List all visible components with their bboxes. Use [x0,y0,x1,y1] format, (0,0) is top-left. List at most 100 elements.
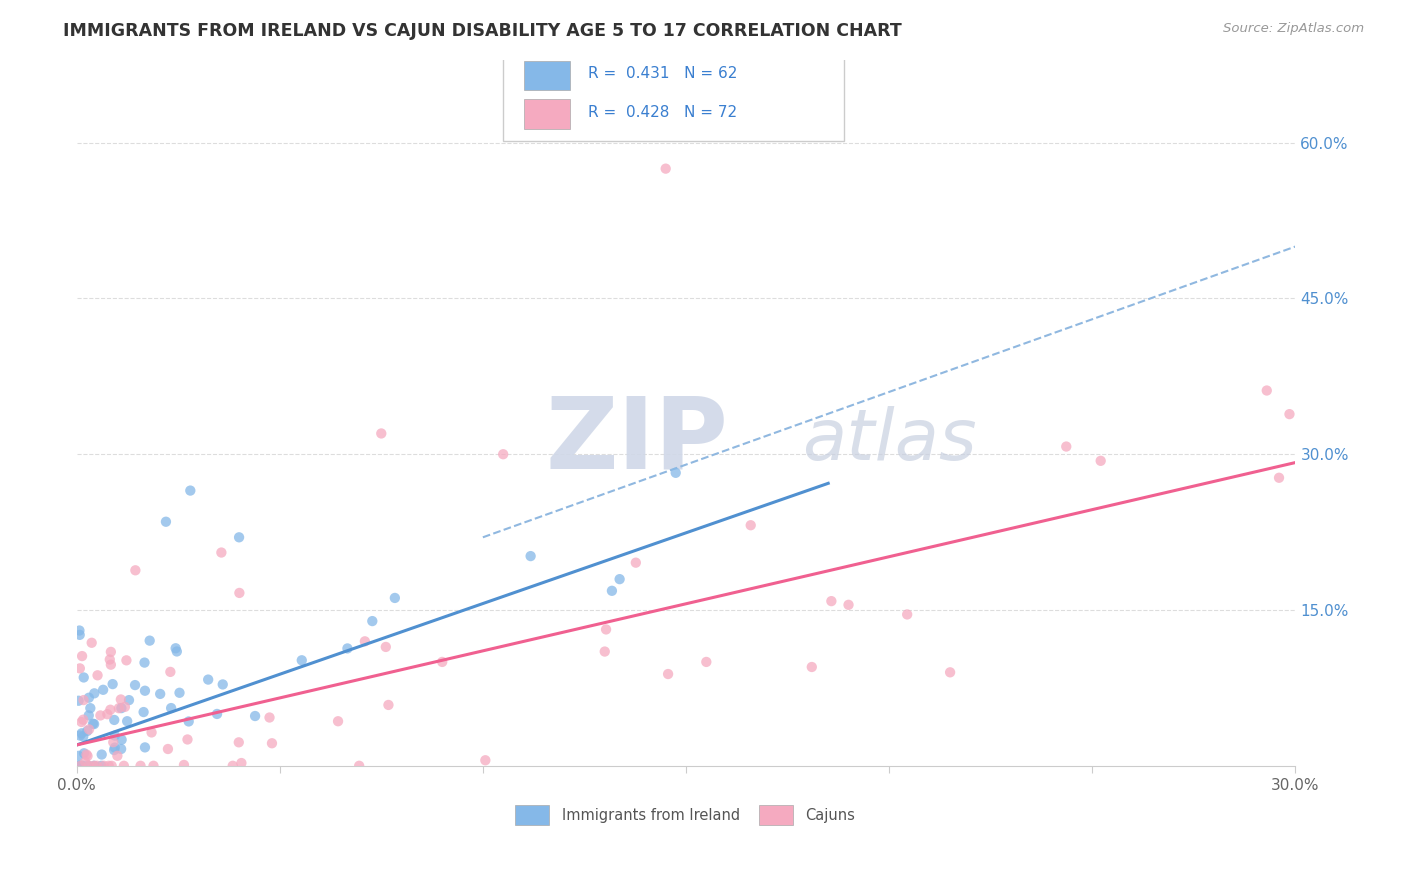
Point [1278,407,1301,421]
Point [377,698,399,712]
Point [114,699,136,714]
Point [138,633,160,648]
Point [86,759,108,773]
Point [1090,454,1112,468]
Point [70,726,93,740]
Text: Cajuns: Cajuns [806,808,855,822]
Point [600,583,623,598]
Point [134,740,156,755]
FancyBboxPatch shape [503,53,845,141]
Point [141,725,163,739]
Point [69,624,91,638]
Point [209,545,232,559]
Point [75,755,97,769]
Point [91,682,114,697]
Point [108,701,131,715]
Point [80,636,103,650]
Point [228,530,250,544]
Point [77,759,100,773]
Point [492,447,515,461]
Point [72,730,94,744]
Point [70,759,93,773]
Bar [524,100,571,129]
Point [96,707,118,722]
Text: R =  0.428   N = 72: R = 0.428 N = 72 [589,105,738,120]
Point [110,701,132,715]
Point [166,644,188,658]
Point [110,742,132,756]
Point [159,665,181,679]
Point [67,759,90,773]
Point [474,753,496,767]
Point [72,693,94,707]
Point [67,748,90,763]
Point [657,667,679,681]
Point [70,714,93,729]
Point [90,759,112,773]
Point [77,708,100,723]
Point [291,653,314,667]
Point [132,705,155,719]
Point [67,694,90,708]
Point [432,655,454,669]
Point [160,701,183,715]
Point [260,736,283,750]
Point [595,623,617,637]
Point [361,614,384,628]
Point [73,670,96,684]
Point [347,759,370,773]
Point [665,466,688,480]
Point [83,686,105,700]
Point [93,759,115,773]
Point [197,673,219,687]
Point [243,709,266,723]
Point [939,665,962,680]
Point [326,714,349,729]
Point [69,759,91,773]
Point [118,693,141,707]
Point [115,653,138,667]
Point [83,717,105,731]
Point [111,732,134,747]
Point [129,759,152,773]
Text: R =  0.431   N = 62: R = 0.431 N = 62 [589,66,738,80]
Point [624,556,647,570]
Point [77,723,100,737]
Point [155,515,177,529]
Point [105,748,128,763]
Point [169,686,191,700]
Point [98,703,121,717]
Point [103,735,125,749]
Point [519,549,541,563]
Bar [516,805,550,825]
Point [103,743,125,757]
Point [165,641,187,656]
Point [83,759,105,773]
Point [142,759,165,773]
Point [103,713,125,727]
Point [1054,440,1077,454]
Point [156,742,179,756]
Point [101,677,124,691]
Point [69,661,91,675]
Point [593,644,616,658]
Point [354,634,377,648]
Point [820,594,842,608]
Point [104,729,127,743]
Point [76,723,98,738]
Point [69,628,91,642]
Point [211,677,233,691]
Point [896,607,918,622]
Point [205,706,228,721]
Point [800,660,823,674]
Point [89,708,111,723]
Point [79,701,101,715]
Point [100,759,122,773]
Point [149,687,172,701]
Point [173,758,195,772]
Point [231,756,253,770]
Point [176,732,198,747]
Point [82,716,104,731]
Point [69,729,91,743]
Point [77,759,100,773]
